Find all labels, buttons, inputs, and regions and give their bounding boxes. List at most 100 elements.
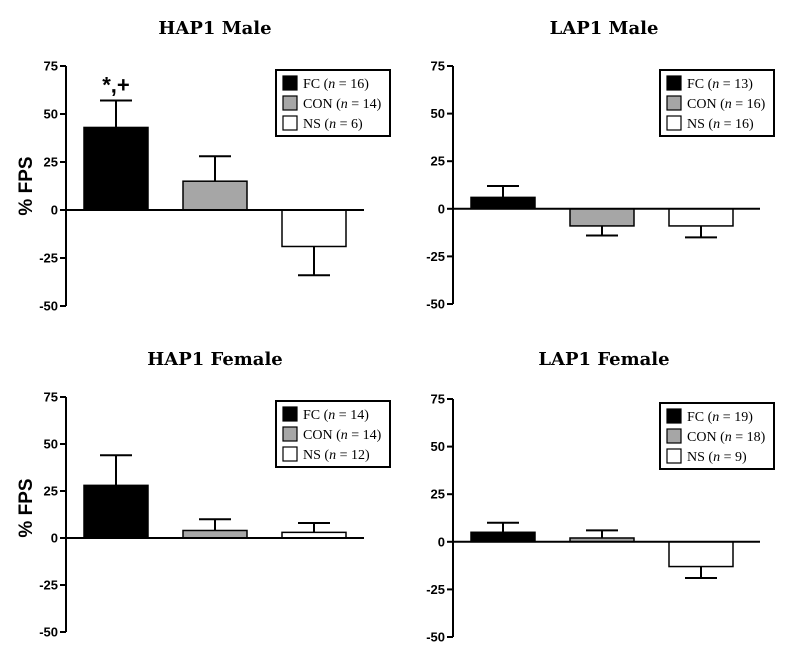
legend-n-value: 12 — [351, 448, 365, 463]
legend-n-symbol: n — [329, 117, 336, 132]
legend-entry: NS (n = 9) — [687, 450, 747, 465]
bar-con — [182, 529, 248, 539]
legend-swatch — [666, 75, 682, 91]
legend-n-symbol: n — [712, 410, 719, 425]
bar-ns — [281, 209, 347, 248]
legend-paren-close: ) — [761, 97, 766, 112]
legend-paren-close: ) — [377, 428, 382, 443]
y-tick-label: 50 — [44, 107, 58, 122]
legend-n-value: 14 — [363, 428, 377, 443]
legend-entry: FC (n = 19) — [687, 410, 753, 425]
y-tick-label: -50 — [426, 630, 445, 645]
legend-swatch — [282, 446, 298, 462]
legend-entry: NS (n = 16) — [687, 117, 754, 132]
y-tick-label: -25 — [39, 578, 58, 593]
legend-eq: = — [335, 408, 350, 423]
legend-paren-open: ( — [321, 117, 330, 132]
legend-paren-close: ) — [748, 410, 753, 425]
legend-n-symbol: n — [328, 408, 335, 423]
chart-title: HAP1 Female — [147, 349, 283, 370]
legend-paren-close: ) — [364, 77, 369, 92]
legend-eq: = — [732, 97, 747, 112]
y-tick-label: 25 — [431, 154, 445, 169]
y-tick-label: 75 — [44, 59, 58, 74]
y-axis-label: % FPS — [16, 478, 37, 537]
bar-fc — [83, 484, 149, 539]
legend-paren-open: ( — [705, 450, 714, 465]
legend-n-value: 16 — [350, 77, 364, 92]
legend-label: NS — [303, 117, 321, 132]
legend-swatch — [282, 406, 298, 422]
legend-n-symbol: n — [713, 117, 720, 132]
legend-n-symbol: n — [713, 450, 720, 465]
bar-fc — [470, 196, 536, 210]
bar-ns — [668, 208, 734, 227]
legend-eq: = — [335, 77, 350, 92]
legend-label: FC — [303, 77, 320, 92]
legend-swatch — [282, 426, 298, 442]
legend-entry: NS (n = 12) — [303, 448, 370, 463]
legend-paren-open: ( — [704, 410, 713, 425]
y-tick-label: 50 — [44, 437, 58, 452]
legend-paren-close: ) — [377, 97, 382, 112]
legend-eq: = — [348, 428, 363, 443]
legend-n-symbol: n — [712, 77, 719, 92]
legend-paren-close: ) — [742, 450, 747, 465]
y-tick-label: 25 — [44, 155, 58, 170]
y-tick-label: 50 — [431, 106, 445, 121]
legend-paren-open: ( — [321, 448, 330, 463]
legend-n-value: 9 — [735, 450, 742, 465]
chart-title: LAP1 Male — [550, 18, 659, 39]
legend-n-symbol: n — [329, 448, 336, 463]
legend-n-symbol: n — [341, 428, 348, 443]
legend-n-symbol: n — [328, 77, 335, 92]
y-tick-label: 75 — [431, 392, 445, 407]
y-tick-label: -50 — [39, 299, 58, 314]
legend: FC (n = 16)CON (n = 14)NS (n = 6) — [275, 69, 391, 137]
legend-n-value: 18 — [747, 430, 761, 445]
legend-entry: NS (n = 6) — [303, 117, 363, 132]
legend-paren-close: ) — [748, 77, 753, 92]
bar-con — [569, 208, 635, 227]
legend-eq: = — [336, 448, 351, 463]
legend-paren-open: ( — [705, 117, 714, 132]
legend-eq: = — [720, 450, 735, 465]
legend-label: FC — [687, 77, 704, 92]
legend-n-value: 16 — [735, 117, 749, 132]
chart-title: LAP1 Female — [538, 349, 669, 370]
legend-label: CON — [303, 428, 333, 443]
legend-entry: FC (n = 16) — [303, 77, 369, 92]
legend-label: NS — [687, 450, 705, 465]
y-tick-label: -25 — [39, 251, 58, 266]
y-tick-label: 0 — [438, 201, 445, 216]
legend-n-symbol: n — [725, 97, 732, 112]
legend-entry: FC (n = 13) — [687, 77, 753, 92]
y-tick-label: 0 — [51, 531, 58, 546]
legend-swatch — [282, 95, 298, 111]
y-tick-label: 75 — [431, 59, 445, 74]
legend-eq: = — [719, 410, 734, 425]
legend-eq: = — [719, 77, 734, 92]
legend-swatch — [282, 115, 298, 131]
legend-paren-open: ( — [320, 408, 329, 423]
legend-n-value: 14 — [363, 97, 377, 112]
legend-eq: = — [336, 117, 351, 132]
y-tick-label: 0 — [438, 534, 445, 549]
legend-paren-open: ( — [704, 77, 713, 92]
legend-paren-close: ) — [761, 430, 766, 445]
legend-entry: CON (n = 14) — [303, 428, 382, 443]
y-tick-label: 0 — [51, 203, 58, 218]
legend-n-symbol: n — [725, 430, 732, 445]
legend-eq: = — [348, 97, 363, 112]
legend-label: NS — [303, 448, 321, 463]
legend-paren-close: ) — [749, 117, 754, 132]
bar-fc — [470, 531, 536, 543]
legend-paren-close: ) — [365, 448, 370, 463]
bar-fc — [83, 126, 149, 211]
legend-swatch — [666, 95, 682, 111]
legend-n-value: 16 — [747, 97, 761, 112]
legend-paren-open: ( — [717, 430, 726, 445]
legend-n-value: 19 — [734, 410, 748, 425]
